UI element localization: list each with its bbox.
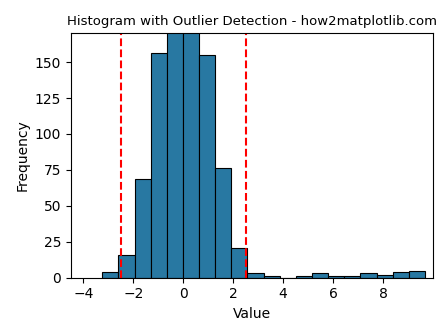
Bar bbox=[377, 275, 393, 278]
Bar bbox=[393, 272, 409, 278]
Bar bbox=[328, 276, 345, 278]
Bar bbox=[263, 276, 280, 278]
X-axis label: Value: Value bbox=[233, 307, 271, 321]
Bar bbox=[361, 274, 377, 278]
Bar bbox=[183, 0, 199, 278]
Bar bbox=[134, 178, 151, 278]
Bar bbox=[296, 276, 312, 278]
Bar bbox=[102, 272, 118, 278]
Bar bbox=[312, 274, 328, 278]
Bar bbox=[345, 276, 361, 278]
Bar bbox=[247, 274, 263, 278]
Bar bbox=[231, 248, 247, 278]
Bar bbox=[118, 255, 134, 278]
Bar bbox=[409, 270, 425, 278]
Bar bbox=[167, 0, 183, 278]
Bar bbox=[215, 168, 231, 278]
Bar bbox=[199, 55, 215, 278]
Bar bbox=[151, 53, 167, 278]
Title: Histogram with Outlier Detection - how2matplotlib.com: Histogram with Outlier Detection - how2m… bbox=[67, 15, 437, 28]
Y-axis label: Frequency: Frequency bbox=[15, 120, 29, 192]
